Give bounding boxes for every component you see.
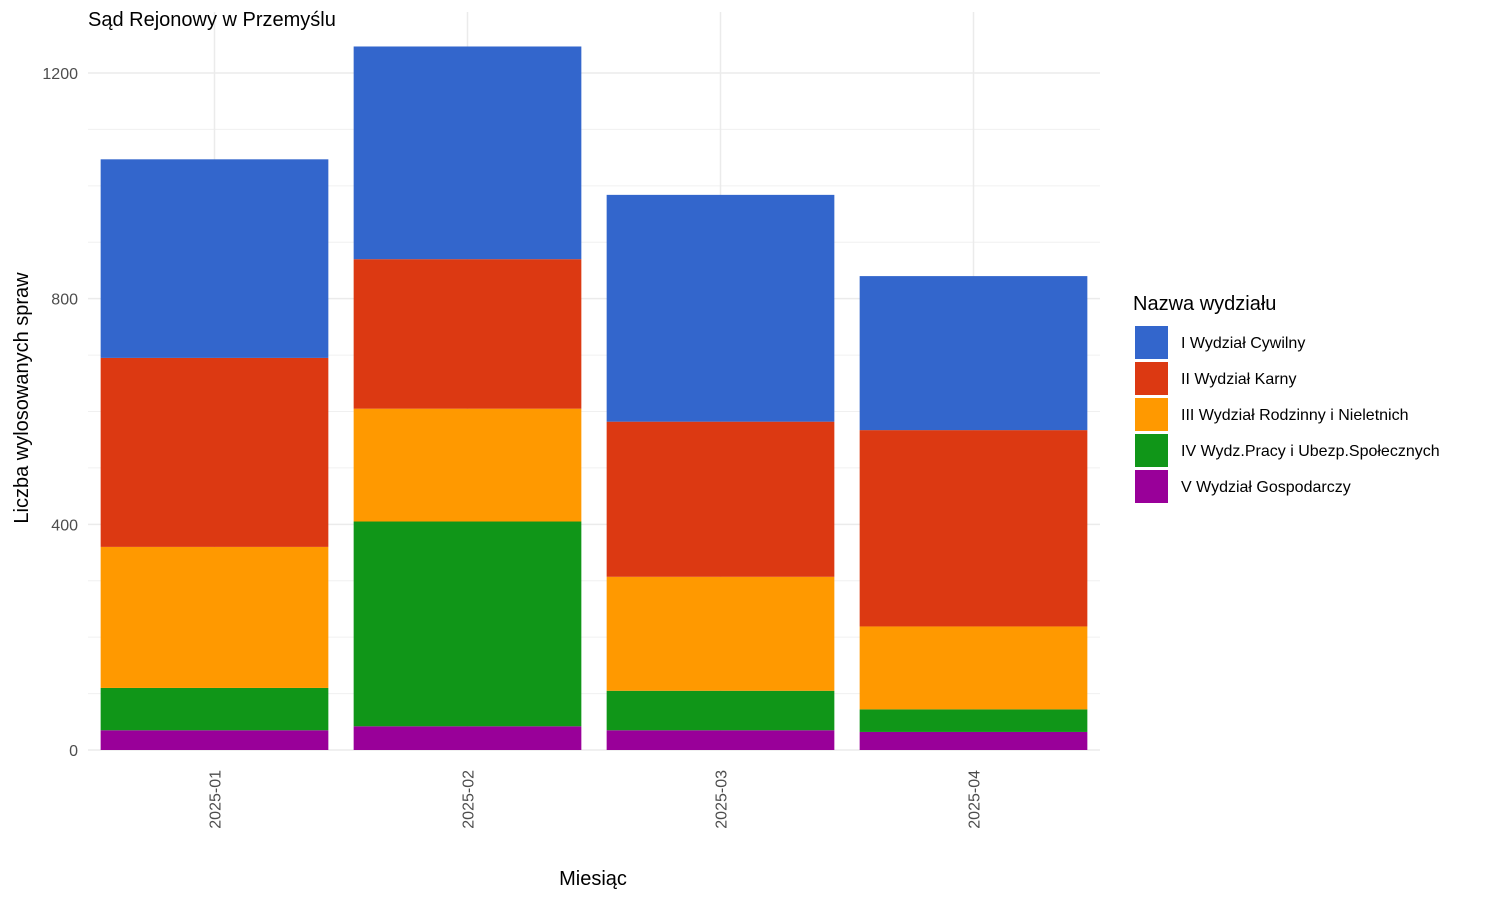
bar-segment — [606, 576, 835, 691]
legend-title: Nazwa wydziału — [1133, 293, 1276, 315]
bar-segment — [353, 46, 582, 260]
bar-segment — [859, 430, 1088, 627]
y-tick-label: 800 — [51, 292, 78, 309]
legend-label: II Wydział Karny — [1181, 371, 1296, 388]
y-tick-label: 0 — [69, 743, 78, 760]
legend-swatch — [1135, 470, 1168, 503]
legend-swatch — [1135, 362, 1168, 395]
bar-segment — [100, 546, 329, 688]
bar-segment — [606, 730, 835, 750]
bar-segment — [353, 726, 582, 750]
axes: 0 400 800 1200 2025-01 2025-02 2025-03 2025-04 — [42, 66, 983, 829]
legend-label: IV Wydz.Pracy i Ubezp.Społecznych — [1181, 443, 1440, 460]
legend-label: V Wydział Gospodarczy — [1181, 479, 1351, 496]
legend-swatch — [1135, 398, 1168, 431]
bar-segment — [353, 408, 582, 522]
legend-swatch — [1135, 434, 1168, 467]
x-tick-label: 2025-01 — [208, 770, 225, 829]
y-axis-title: Liczba wylosowanych spraw — [11, 272, 33, 524]
bars — [100, 46, 1088, 750]
x-tick-label: 2025-03 — [714, 770, 731, 829]
bar-segment — [100, 159, 329, 358]
y-tick-label: 1200 — [42, 66, 78, 83]
legend: Nazwa wydziału I Wydział Cywilny II Wydzi… — [1133, 293, 1440, 503]
bar-segment — [100, 357, 329, 547]
x-tick-label: 2025-02 — [461, 770, 478, 829]
bar-segment — [606, 690, 835, 731]
legend-swatch — [1135, 326, 1168, 359]
bar-segment — [606, 194, 835, 422]
bar-segment — [353, 521, 582, 727]
bar-segment — [100, 687, 329, 731]
bar-segment — [100, 730, 329, 750]
chart-title: Sąd Rejonowy w Przemyślu — [88, 9, 336, 31]
legend-label: III Wydział Rodzinny i Nieletnich — [1181, 407, 1409, 424]
x-tick-label: 2025-04 — [967, 770, 984, 829]
bar-segment — [606, 421, 835, 577]
bar-segment — [859, 709, 1088, 732]
x-axis-title: Miesiąc — [559, 868, 627, 890]
bar-segment — [859, 626, 1088, 710]
bar-segment — [859, 731, 1088, 750]
legend-label: I Wydział Cywilny — [1181, 335, 1305, 352]
bar-segment — [353, 259, 582, 409]
y-tick-label: 400 — [51, 517, 78, 534]
bar-segment — [859, 276, 1088, 431]
